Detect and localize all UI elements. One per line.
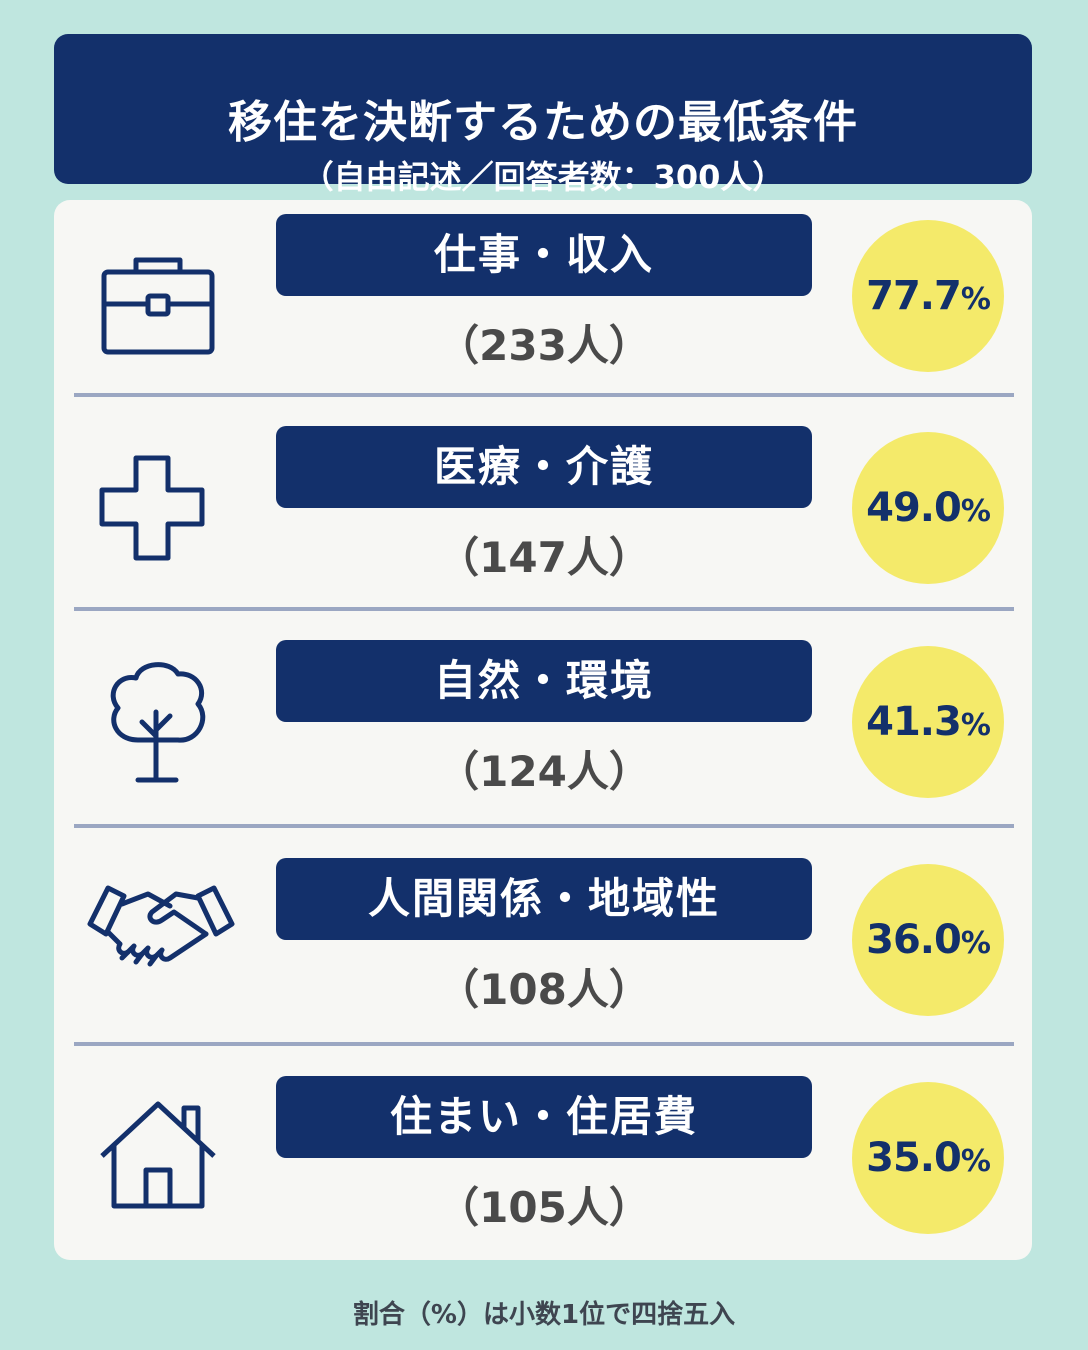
percent-badge: 49.0% [852,432,1004,584]
respondent-count: （108人） [437,965,651,1014]
house-icon [98,1100,218,1220]
page-subtitle: （自由記述／回答者数：300人） [301,158,785,196]
tree-icon [98,654,218,783]
category-label: 人間関係・地域性 [276,858,812,940]
percent-badge: 77.7% [852,220,1004,372]
row-divider [74,824,1014,828]
percent-unit: % [960,282,991,317]
handshake-icon [86,884,236,1004]
medical-cross-icon [98,454,218,574]
footnote: 割合（%）は小数1位で四捨五入 [352,1300,736,1330]
percent-badge: 35.0% [852,1082,1004,1234]
category-label: 仕事・収入 [276,214,812,296]
title-banner: 移住を決断するための最低条件 （自由記述／回答者数：300人） [54,34,1032,196]
row-divider [74,607,1014,611]
percent-value: 36.0 [866,917,962,963]
respondent-count: （233人） [437,321,651,370]
respondent-count: （147人） [437,533,651,582]
conditions-panel: 仕事・収入 （233人） 77.7% 医療・介護 （147人） 49.0% 自然… [54,200,1032,1260]
percent-value: 49.0 [866,485,962,531]
percent-unit: % [960,494,991,529]
percent-value: 77.7 [866,273,962,319]
percent-badge: 41.3% [852,646,1004,798]
percent-value: 35.0 [866,1135,962,1181]
percent-unit: % [960,926,991,961]
category-label: 医療・介護 [276,426,812,508]
page-title: 移住を決断するための最低条件 [228,97,858,148]
respondent-count: （124人） [437,747,651,796]
respondent-count: （105人） [437,1183,651,1232]
category-label: 自然・環境 [276,640,812,722]
row-divider [74,393,1014,397]
category-label: 住まい・住居費 [276,1076,812,1158]
percent-value: 41.3 [866,699,962,745]
percent-unit: % [960,708,991,743]
percent-badge: 36.0% [852,864,1004,1016]
percent-unit: % [960,1144,991,1179]
row-divider [74,1042,1014,1046]
briefcase-icon [98,250,218,370]
